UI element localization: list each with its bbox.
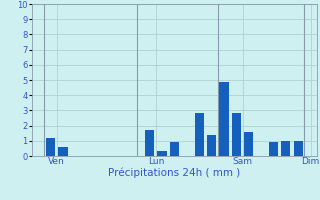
Bar — [219, 82, 228, 156]
Bar — [58, 147, 68, 156]
Bar — [46, 138, 55, 156]
Bar — [195, 113, 204, 156]
Bar — [244, 132, 253, 156]
Bar — [157, 151, 167, 156]
Bar — [207, 135, 216, 156]
Bar — [269, 142, 278, 156]
Bar — [293, 141, 303, 156]
Bar — [145, 130, 154, 156]
X-axis label: Précipitations 24h ( mm ): Précipitations 24h ( mm ) — [108, 168, 241, 178]
Bar — [281, 141, 291, 156]
Bar — [170, 142, 179, 156]
Bar — [232, 113, 241, 156]
